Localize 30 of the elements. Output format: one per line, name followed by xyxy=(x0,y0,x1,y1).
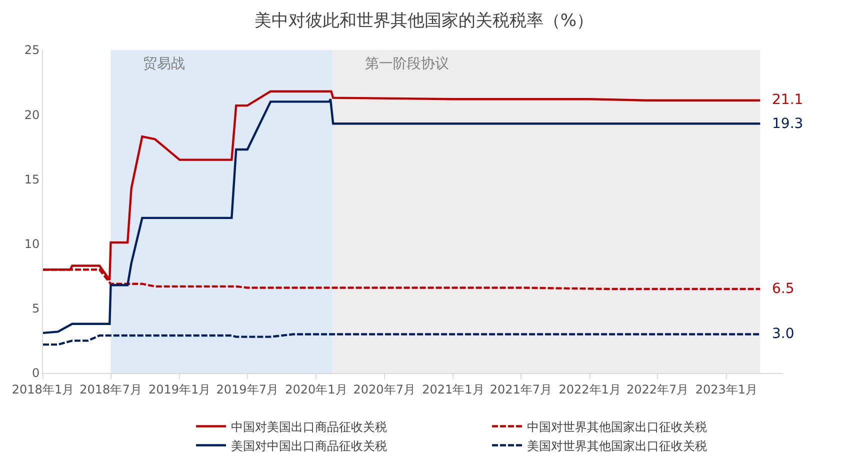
x-tick-label: 2021年1月 xyxy=(422,382,484,396)
x-tick-label: 2018年7月 xyxy=(80,382,142,396)
line-series xyxy=(43,333,762,346)
annotation: 6.5 xyxy=(772,281,794,297)
band-label: 第一阶段协议 xyxy=(365,56,449,72)
x-tick-label: 2018年1月 xyxy=(12,382,74,396)
annotation: 19.3 xyxy=(772,116,804,132)
band-label: 贸易战 xyxy=(143,56,185,72)
x-tick-label: 2021年7月 xyxy=(490,382,552,396)
y-tick-label: 0 xyxy=(32,366,40,380)
legend-label: 中国对世界其他国家出口征收关税 xyxy=(527,420,707,434)
x-tick-label: 2023年1月 xyxy=(695,382,758,396)
y-tick-label: 20 xyxy=(24,108,40,122)
line-series xyxy=(43,98,762,334)
y-tick-label: 15 xyxy=(24,172,40,186)
x-tick-label: 2019年7月 xyxy=(216,382,278,396)
x-tick-label: 2019年1月 xyxy=(148,382,211,396)
legend-label: 美国对世界其他国家出口征收关税 xyxy=(527,438,707,453)
annotation: 21.1 xyxy=(772,92,804,108)
legend-label: 美国对中国出口商品征收关税 xyxy=(231,438,387,453)
x-tick-label: 2020年1月 xyxy=(285,382,348,396)
x-tick-label: 2022年7月 xyxy=(626,382,689,396)
y-tick-label: 25 xyxy=(24,43,40,58)
x-tick-label: 2020年7月 xyxy=(353,382,416,396)
y-tick-label: 10 xyxy=(24,237,40,251)
legend-label: 中国对美国出口商品征收关税 xyxy=(231,420,387,434)
x-tick-label: 2022年1月 xyxy=(558,382,621,396)
y-tick-label: 5 xyxy=(32,302,40,316)
chart-title: 美中对彼此和世界其他国家的关税税率（%） xyxy=(254,11,594,32)
annotation: 3.0 xyxy=(772,326,794,342)
